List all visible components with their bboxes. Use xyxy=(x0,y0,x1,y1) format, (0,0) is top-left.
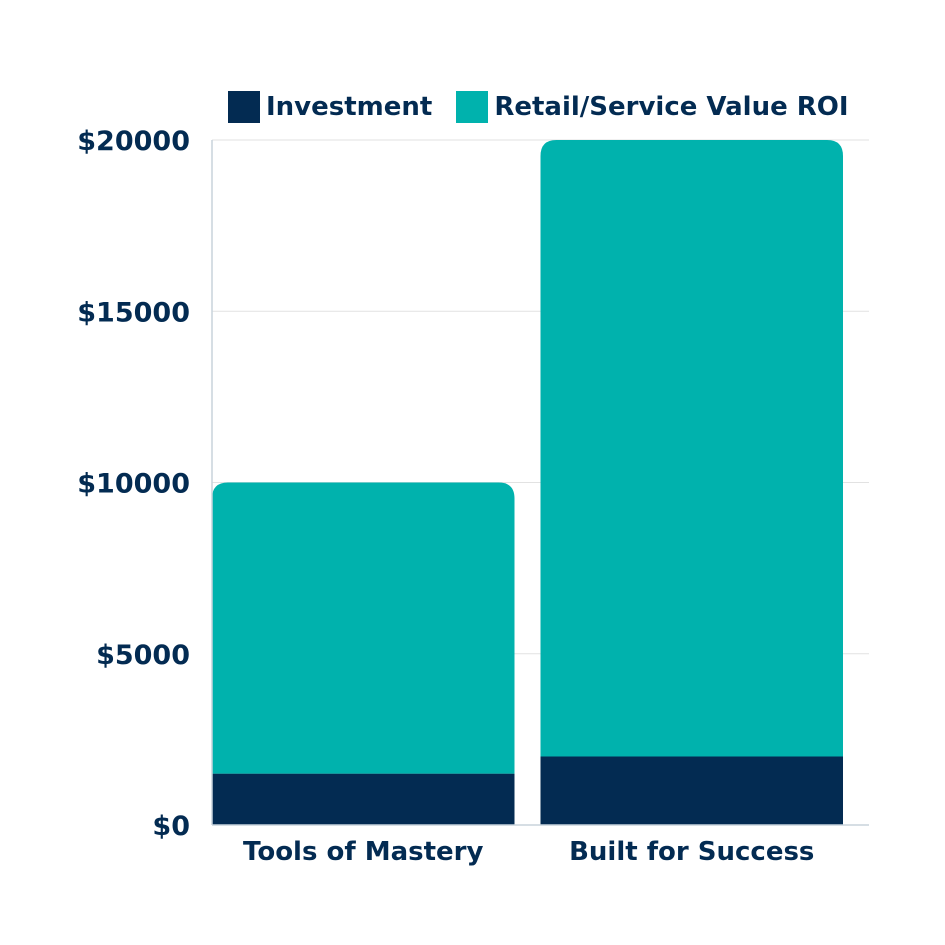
legend-swatch-investment xyxy=(228,91,260,123)
tick-labels: $0 $5000 $10000 $15000 $20000 Tools of Master… xyxy=(77,126,814,867)
y-tick-label: $20000 xyxy=(77,126,190,157)
bars xyxy=(212,140,843,825)
y-tick-label: $5000 xyxy=(96,640,190,671)
legend-swatch-roi xyxy=(456,91,489,123)
legend-item-investment: Investment xyxy=(228,91,432,123)
bar-segment-investment xyxy=(212,773,515,825)
y-tick-label: $15000 xyxy=(77,297,190,328)
y-tick-label: $0 xyxy=(152,811,190,842)
axes xyxy=(211,140,869,826)
bar-segment-roi xyxy=(540,140,843,757)
chart-legend: Investment Retail/Service Value ROI xyxy=(228,91,873,123)
y-tick-label: $10000 xyxy=(77,469,190,500)
legend-label-investment: Investment xyxy=(266,92,433,122)
legend-label-roi: Retail/Service Value ROI xyxy=(494,92,849,122)
bar-segment-investment xyxy=(540,756,843,825)
x-category-label: Tools of Mastery xyxy=(243,837,483,867)
legend-item-roi: Retail/Service Value ROI xyxy=(456,91,849,123)
x-category-label: Built for Success xyxy=(569,837,814,867)
bar-segment-roi xyxy=(212,482,515,774)
